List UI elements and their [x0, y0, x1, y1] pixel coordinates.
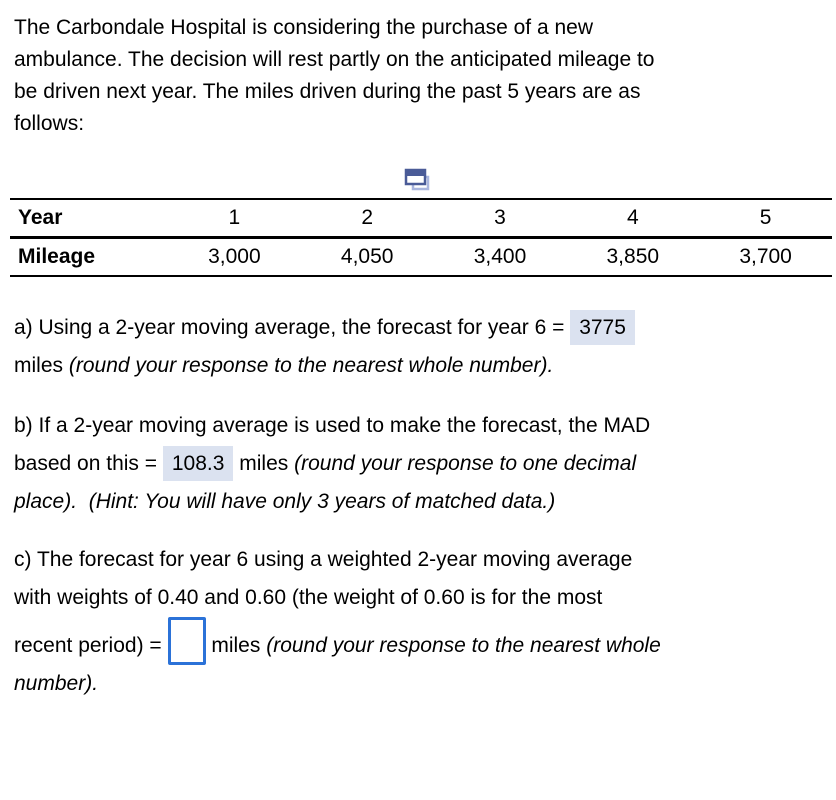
year-value-4: 4: [566, 199, 700, 239]
part-a-paragraph: a) Using a 2-year moving average, the fo…: [14, 309, 820, 385]
answer-field-a[interactable]: 3775: [570, 310, 635, 345]
copy-icon[interactable]: [402, 166, 432, 196]
part-a-text-after: miles: [14, 354, 64, 377]
part-c-text: c) The forecast for year 6 using a weigh…: [14, 548, 633, 657]
year-value-3: 3: [433, 199, 567, 239]
part-a-text: a) Using a 2-year moving average, the fo…: [14, 316, 571, 339]
part-b-note: (round your response to one decimal plac…: [14, 452, 637, 513]
part-c-paragraph: c) The forecast for year 6 using a weigh…: [14, 541, 820, 703]
row-label-year: Year: [10, 199, 168, 239]
part-a-note: (round your response to the nearest whol…: [68, 354, 554, 377]
year-value-2: 2: [300, 199, 434, 239]
part-b-paragraph: b) If a 2-year moving average is used to…: [14, 407, 820, 521]
table-row-mileage: Mileage 3,000 4,050 3,400 3,850 3,700: [10, 238, 832, 277]
row-label-mileage: Mileage: [18, 245, 96, 268]
intro-paragraph: The Carbondale Hospital is considering t…: [14, 16, 655, 135]
part-b-text-after: miles: [233, 452, 295, 475]
part-c-text-after: miles: [205, 634, 267, 657]
answer-input-c[interactable]: [167, 617, 206, 665]
mileage-value-3: 3,400: [473, 245, 527, 268]
table-row-year: Year 1 2 3 4 5: [10, 199, 832, 239]
icon-row: [14, 166, 820, 196]
mileage-table: Year 1 2 3 4 5 Mileage 3,000 4,050 3,400…: [10, 198, 832, 277]
mileage-value-5: 3,700: [739, 245, 792, 268]
year-value-5: 5: [699, 199, 832, 239]
part-b-text: b) If a 2-year moving average is used to…: [14, 414, 651, 475]
mileage-value-1: 3,000: [208, 245, 261, 268]
part-c-note: (round your response to the nearest whol…: [14, 634, 661, 695]
mileage-value-2: 4,050: [340, 245, 394, 268]
year-value-1: 1: [168, 199, 301, 239]
mileage-value-4: 3,850: [606, 245, 660, 268]
answer-field-b[interactable]: 108.3: [162, 446, 234, 481]
